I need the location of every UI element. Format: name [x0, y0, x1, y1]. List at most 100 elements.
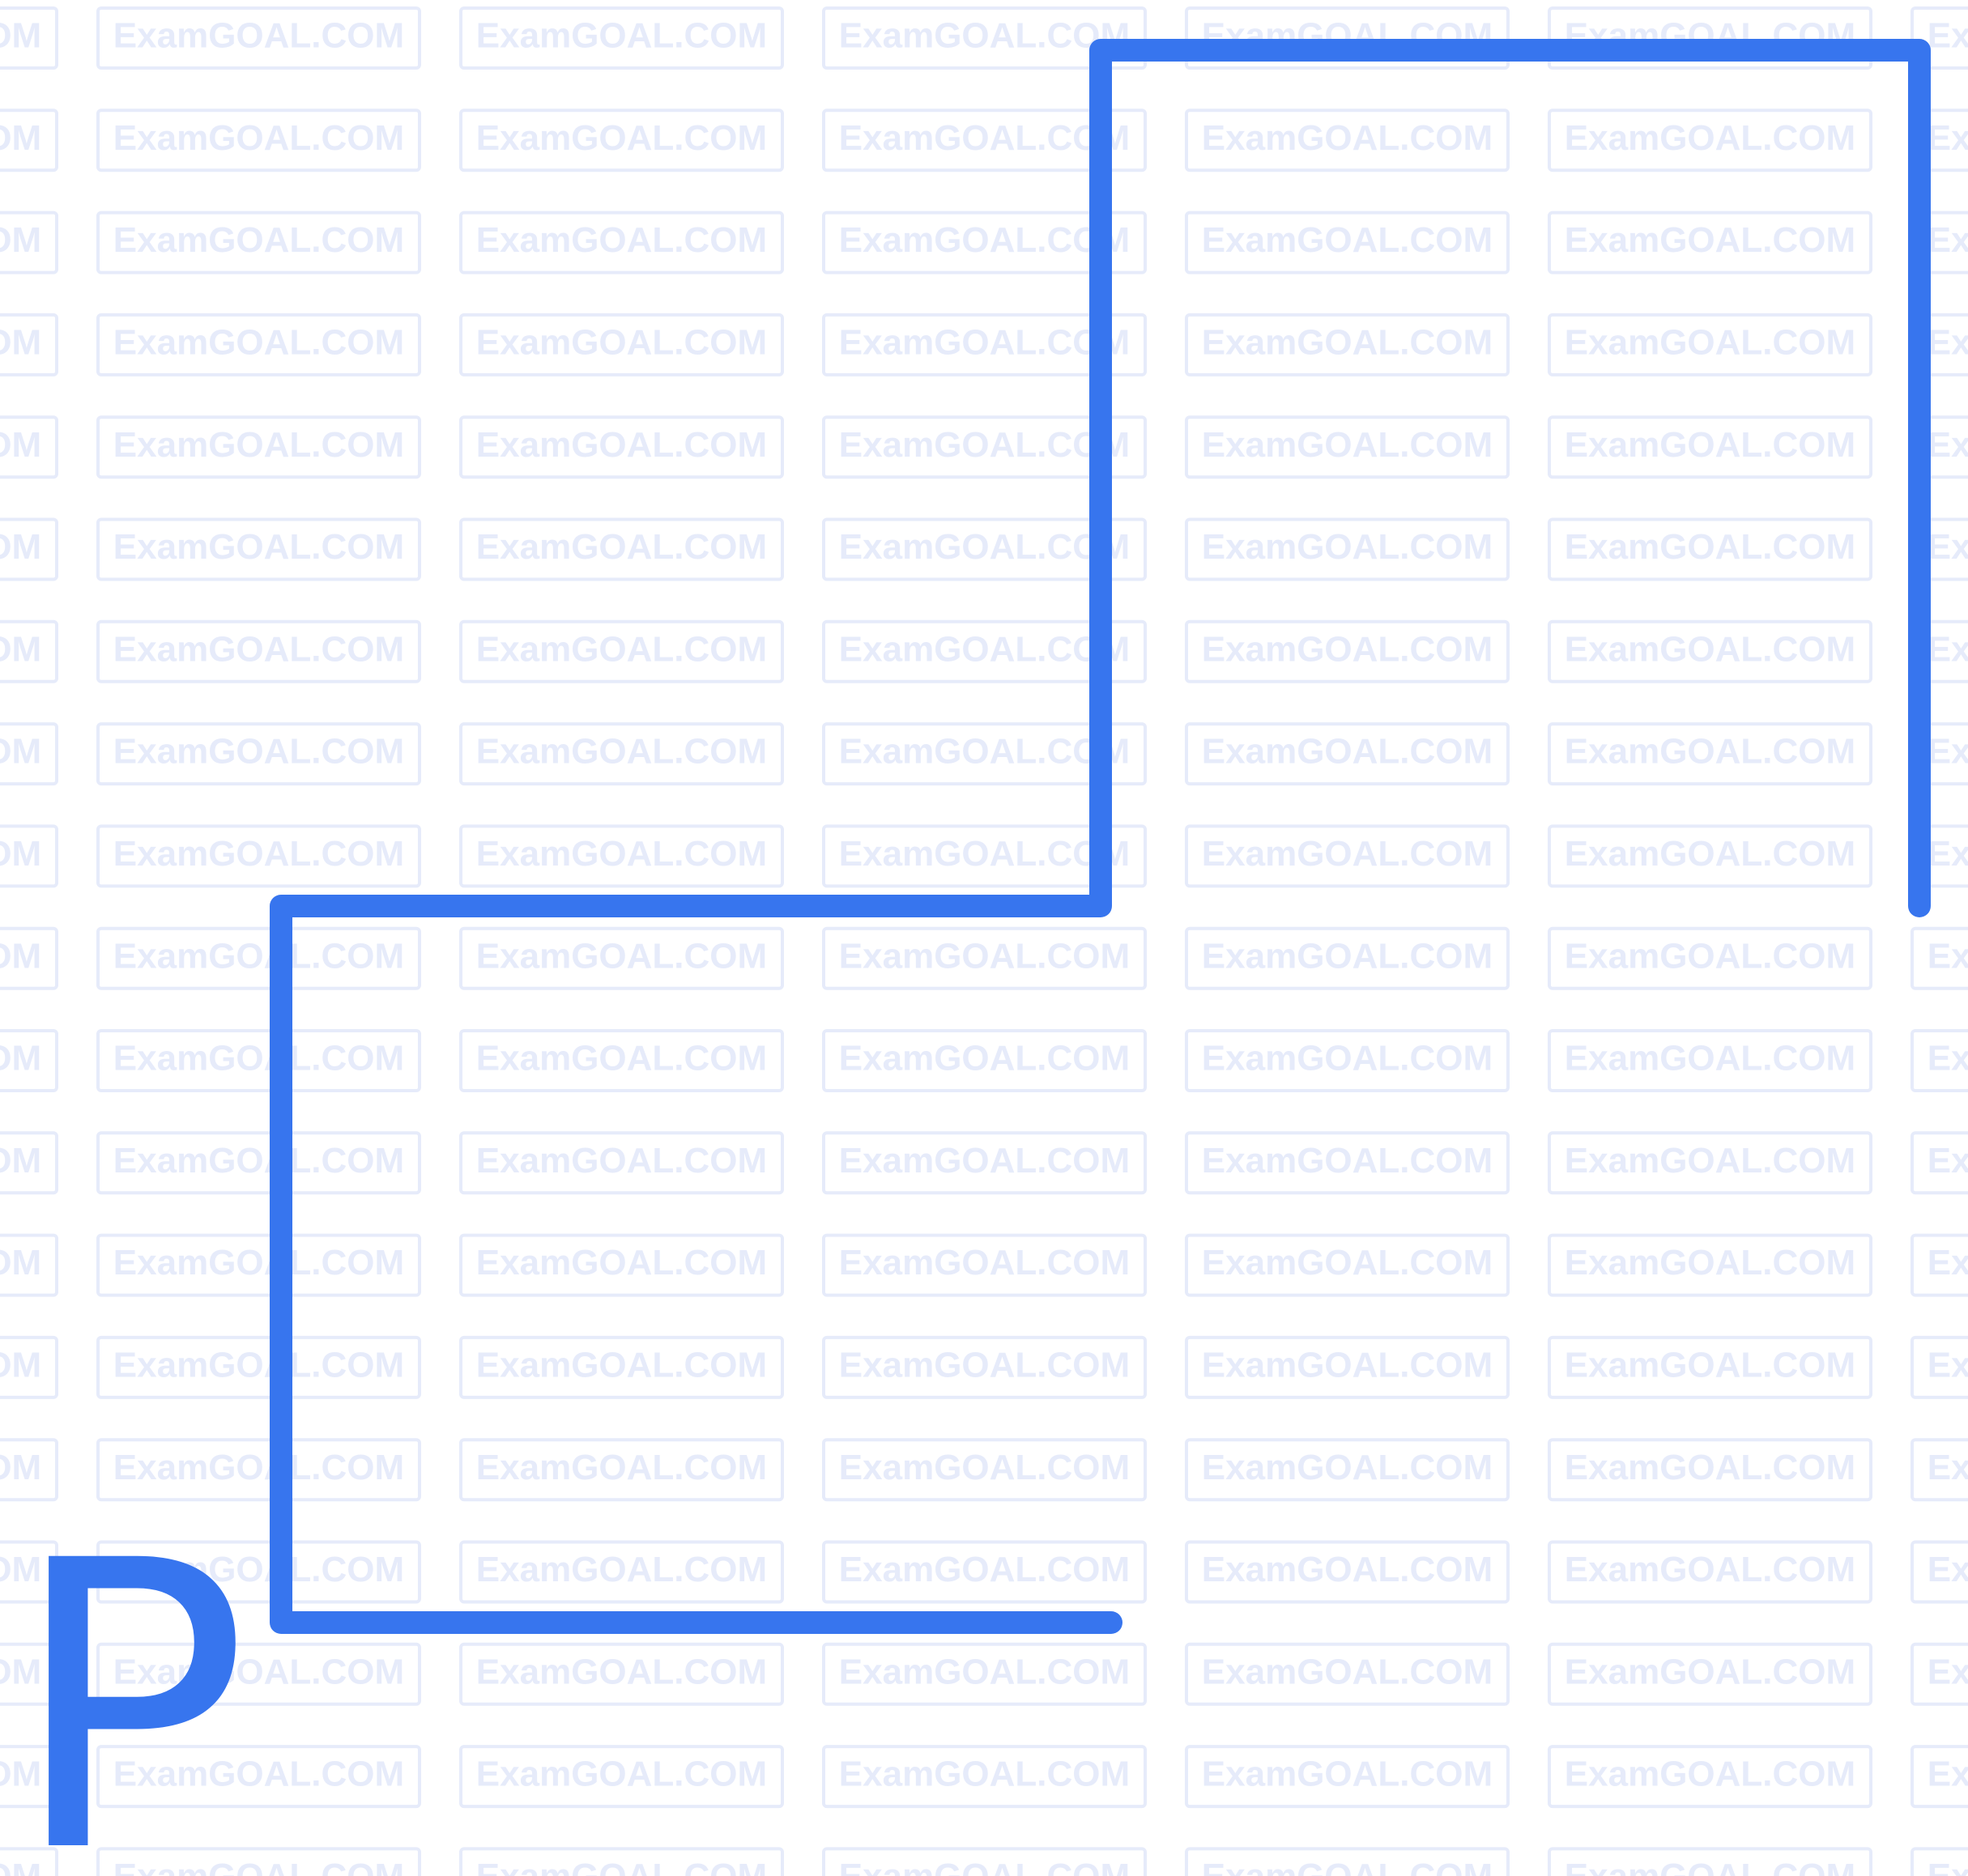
watermark-text: ExamGOAL.COM — [1202, 629, 1493, 669]
watermark-box — [459, 108, 784, 172]
watermark-box — [0, 1233, 58, 1297]
watermark-box — [1548, 722, 1872, 786]
watermark-box — [459, 211, 784, 274]
watermark-text: ExamGOAL.COM — [839, 118, 1130, 158]
watermark-box — [1548, 1029, 1872, 1092]
watermark-text: ExamGOAL.COM — [113, 629, 404, 669]
watermark-box — [0, 6, 58, 70]
watermark-box — [1185, 6, 1510, 70]
watermark-box — [1548, 313, 1872, 376]
watermark-box — [1185, 1642, 1510, 1706]
watermark-box — [459, 1847, 784, 1876]
watermark-box — [459, 1642, 784, 1706]
watermark-text: ExamGOAL.COM — [113, 1039, 404, 1078]
watermark-box — [96, 1642, 421, 1706]
watermark-box — [0, 1438, 58, 1502]
watermark-box — [822, 1438, 1147, 1502]
watermark-box — [1185, 313, 1510, 376]
watermark-text: ExamGOAL.COM — [1928, 1141, 1968, 1180]
watermark-text: ExamGOAL.COM — [1928, 118, 1968, 158]
watermark-text: ExamGOAL.COM — [1565, 1550, 1855, 1589]
watermark-box — [96, 517, 421, 581]
circuit-path — [270, 39, 1931, 1634]
watermark-box — [0, 926, 58, 990]
watermark-box — [1910, 1540, 1968, 1604]
watermark-box — [0, 824, 58, 888]
watermark-box — [822, 1335, 1147, 1399]
watermark-text: ExamGOAL.COM — [113, 425, 404, 465]
watermark-text: ExamGOAL.COM — [476, 1141, 767, 1180]
watermark-text: ExamGOAL.COM — [476, 732, 767, 772]
watermark-text: ExamGOAL.COM — [1565, 118, 1855, 158]
watermark-text: ExamGOAL.COM — [1202, 323, 1493, 363]
watermark-text: ExamGOAL.COM — [839, 323, 1130, 363]
watermark-text: ExamGOAL.COM — [113, 1141, 404, 1180]
watermark-text: ExamGOAL.COM — [1928, 629, 1968, 669]
watermark-box — [1548, 1438, 1872, 1502]
watermark-box — [1548, 1131, 1872, 1195]
watermark-box — [1910, 1438, 1968, 1502]
watermark-text: ExamGOAL.COM — [839, 425, 1130, 465]
watermark-box — [1185, 926, 1510, 990]
watermark-box — [1185, 415, 1510, 479]
watermark-box — [459, 1131, 784, 1195]
watermark-text: ExamGOAL.COM — [476, 1550, 767, 1589]
watermark-box — [0, 1335, 58, 1399]
watermark-box — [822, 108, 1147, 172]
watermark-text: ExamGOAL.COM — [476, 1857, 767, 1876]
watermark-text: ExamGOAL.COM — [1565, 425, 1855, 465]
watermark-box — [459, 517, 784, 581]
watermark-text: ExamGOAL.COM — [113, 323, 404, 363]
watermark-text: ExamGOAL.COM — [1928, 1755, 1968, 1794]
watermark-box — [96, 1745, 421, 1809]
watermark-text: ExamGOAL.COM — [113, 1550, 404, 1589]
watermark-box — [822, 517, 1147, 581]
watermark-text: ExamGOAL.COM — [0, 1346, 41, 1385]
watermark-box — [1185, 1233, 1510, 1297]
watermark-box — [1910, 1233, 1968, 1297]
watermark-text: ExamGOAL.COM — [0, 1141, 41, 1180]
watermark-box — [822, 1131, 1147, 1195]
watermark-box — [1185, 1335, 1510, 1399]
watermark-box — [96, 619, 421, 683]
watermark-box — [1548, 211, 1872, 274]
watermark-text: ExamGOAL.COM — [839, 1755, 1130, 1794]
watermark-box — [1185, 108, 1510, 172]
watermark-box — [822, 1540, 1147, 1604]
watermark-box — [459, 619, 784, 683]
watermark-text: ExamGOAL.COM — [1565, 732, 1855, 772]
watermark-text: ExamGOAL.COM — [113, 16, 404, 56]
watermark-text: ExamGOAL.COM — [1202, 1448, 1493, 1487]
watermark-text: ExamGOAL.COM — [0, 1243, 41, 1283]
watermark-box — [0, 619, 58, 683]
watermark-text: ExamGOAL.COM — [476, 629, 767, 669]
watermark-box — [822, 926, 1147, 990]
watermark-text: ExamGOAL.COM — [1565, 1243, 1855, 1283]
watermark-text: ExamGOAL.COM — [476, 425, 767, 465]
watermark-text: ExamGOAL.COM — [113, 1448, 404, 1487]
watermark-text: ExamGOAL.COM — [839, 16, 1130, 56]
watermark-text: ExamGOAL.COM — [1928, 1652, 1968, 1691]
watermark-text: ExamGOAL.COM — [0, 323, 41, 363]
watermark-box — [1548, 1745, 1872, 1809]
watermark-text: ExamGOAL.COM — [1928, 220, 1968, 260]
watermark-text: ExamGOAL.COM — [839, 1039, 1130, 1078]
watermark-box — [1548, 1233, 1872, 1297]
watermark-box — [1910, 1642, 1968, 1706]
watermark-text: ExamGOAL.COM — [1202, 1755, 1493, 1794]
watermark-text: ExamGOAL.COM — [1202, 1243, 1493, 1283]
watermark-text: ExamGOAL.COM — [0, 732, 41, 772]
watermark-text: ExamGOAL.COM — [1928, 834, 1968, 874]
watermark-box — [96, 1029, 421, 1092]
watermark-box — [822, 619, 1147, 683]
watermark-text: ExamGOAL.COM — [113, 1346, 404, 1385]
watermark-box — [1548, 108, 1872, 172]
watermark-box — [822, 1847, 1147, 1876]
watermark-text: ExamGOAL.COM — [0, 425, 41, 465]
watermark-text: ExamGOAL.COM — [0, 1039, 41, 1078]
watermark-box — [822, 211, 1147, 274]
watermark-text: ExamGOAL.COM — [1565, 629, 1855, 669]
watermark-text: ExamGOAL.COM — [476, 936, 767, 976]
watermark-box — [1910, 1029, 1968, 1092]
watermark-text: ExamGOAL.COM — [113, 732, 404, 772]
